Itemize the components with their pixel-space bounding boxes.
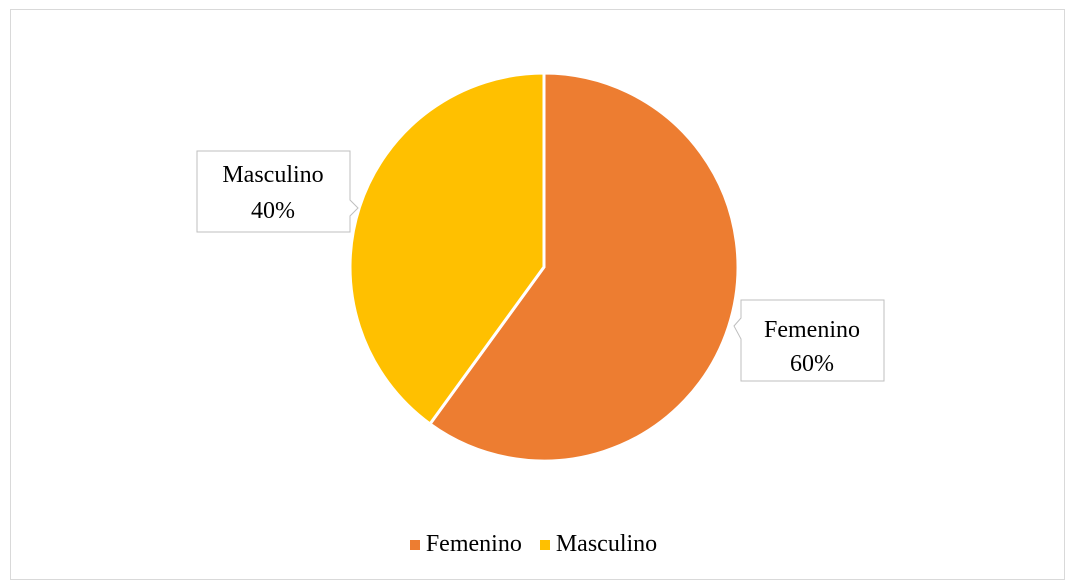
pie-slices (348, 71, 740, 463)
callout-femenino (733, 299, 885, 382)
legend-label-masculino: Masculino (555, 531, 658, 557)
pie-chart: Femenino 60% Masculino 40% (196, 71, 885, 463)
data-label-masculino-value: 40% (251, 198, 295, 224)
legend-swatch-masculino (539, 539, 550, 550)
data-label-femenino-name: Femenino (764, 317, 860, 343)
data-label-femenino-value: 60% (790, 351, 834, 377)
legend-swatch-femenino (409, 539, 420, 550)
pie-slice-masculino (348, 71, 546, 426)
pie-slice-femenino (428, 71, 740, 463)
data-label-masculino-name: Masculino (222, 162, 323, 188)
legend-item-masculino: Masculino (539, 531, 658, 558)
callout-masculino (196, 150, 359, 233)
chart-legend: Femenino Masculino (0, 531, 1067, 558)
data-label-callouts: Femenino 60% Masculino 40% (196, 150, 885, 382)
legend-label-femenino: Femenino (425, 531, 522, 557)
legend-item-femenino: Femenino (409, 531, 522, 558)
